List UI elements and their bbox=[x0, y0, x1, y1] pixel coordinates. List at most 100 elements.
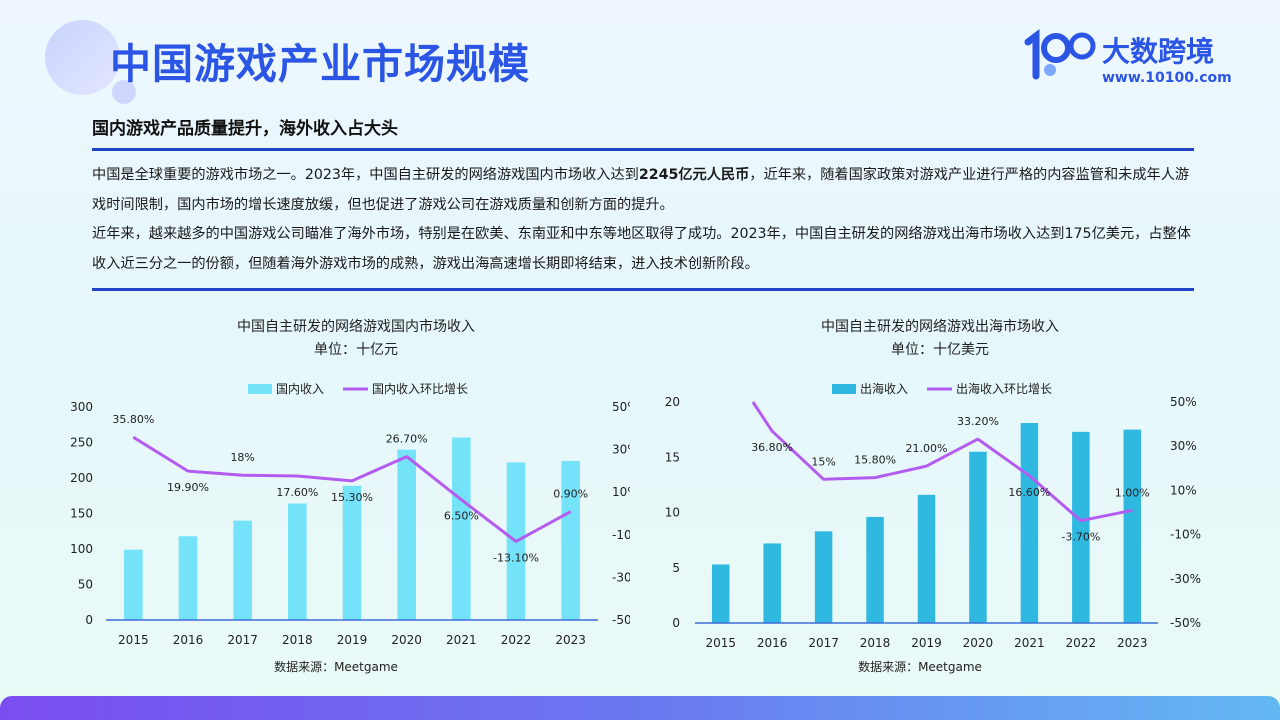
y2-tick-label: -10% bbox=[612, 528, 630, 542]
chart-source: 数据来源：Meetgame bbox=[858, 659, 982, 674]
y-tick-label: 0 bbox=[672, 616, 680, 630]
y-tick-label: 20 bbox=[665, 395, 680, 409]
y-tick-label: 50 bbox=[78, 578, 93, 592]
chart-unit: 单位：十亿美元 bbox=[891, 342, 989, 358]
bar bbox=[917, 494, 936, 623]
data-label: 17.60% bbox=[276, 486, 318, 499]
y-tick-label: 10 bbox=[665, 506, 680, 520]
y2-tick-label: 30% bbox=[612, 443, 630, 457]
data-label: -3.70% bbox=[1061, 531, 1100, 544]
legend-swatch-bar bbox=[248, 384, 272, 394]
page-title: 中国游戏产业市场规模 bbox=[110, 40, 530, 88]
bar bbox=[1123, 429, 1142, 623]
divider-top bbox=[92, 148, 1194, 151]
x-tick-label: 2019 bbox=[337, 633, 368, 647]
paragraph-1-start: 中国是全球重要的游戏市场之一。2023年，中国自主研发的网络游戏国内市场收入达到 bbox=[92, 167, 639, 183]
decorative-circle bbox=[45, 20, 120, 95]
x-tick-label: 2021 bbox=[1014, 636, 1045, 650]
body-text: 中国是全球重要的游戏市场之一。2023年，中国自主研发的网络游戏国内市场收入达到… bbox=[92, 161, 1202, 279]
y2-tick-label: -30% bbox=[612, 570, 630, 584]
y-tick-label: 150 bbox=[70, 507, 93, 521]
bar bbox=[288, 503, 307, 620]
bar bbox=[814, 531, 833, 623]
x-tick-label: 2016 bbox=[173, 633, 204, 647]
x-tick-label: 2021 bbox=[446, 633, 477, 647]
growth-line bbox=[132, 435, 572, 543]
y-tick-label: 300 bbox=[70, 400, 93, 414]
data-label: 6.50% bbox=[444, 510, 479, 523]
chart-title: 中国自主研发的网络游戏国内市场收入 bbox=[237, 318, 475, 335]
brand-logo[interactable]: 大数跨境 www.10100.com bbox=[1020, 28, 1250, 88]
bar bbox=[233, 520, 252, 620]
legend-label-line: 国内收入环比增长 bbox=[372, 382, 468, 396]
data-label: 35.80% bbox=[112, 413, 154, 426]
y-tick-label: 15 bbox=[665, 450, 680, 464]
data-label: 15% bbox=[811, 455, 835, 468]
bar bbox=[969, 451, 987, 623]
data-label: 0.90% bbox=[553, 488, 588, 501]
bar bbox=[561, 460, 580, 620]
y2-tick-label: 10% bbox=[612, 485, 630, 499]
bar bbox=[397, 449, 416, 620]
legend-label-line: 出海收入环比增长 bbox=[956, 381, 1052, 396]
y2-tick-label: -50% bbox=[612, 613, 630, 627]
footer-bar bbox=[0, 696, 1280, 720]
x-tick-label: 2018 bbox=[282, 633, 313, 647]
data-label: 1.00% bbox=[1115, 486, 1150, 499]
data-label: 19.90% bbox=[167, 481, 209, 494]
data-label: 16.60% bbox=[1008, 486, 1050, 499]
x-tick-label: 2016 bbox=[757, 636, 788, 650]
growth-line bbox=[751, 401, 1133, 523]
x-tick-label: 2020 bbox=[391, 633, 422, 647]
x-tick-label: 2023 bbox=[555, 633, 586, 647]
paragraph-1: 中国是全球重要的游戏市场之一。2023年，中国自主研发的网络游戏国内市场收入达到… bbox=[92, 161, 1202, 220]
paragraph-1-end: ，近年来，随着国家政策对游戏产业进行严格的内容监管和未成年人游戏时间限制，国内市… bbox=[92, 167, 1190, 213]
x-tick-label: 2015 bbox=[705, 636, 736, 650]
logo-mark-icon bbox=[1024, 29, 1096, 80]
y2-tick-label: 10% bbox=[1170, 483, 1197, 497]
y-tick-label: 5 bbox=[672, 561, 680, 575]
x-tick-label: 2017 bbox=[227, 633, 258, 647]
x-tick-label: 2020 bbox=[963, 636, 994, 650]
data-label: 15.30% bbox=[331, 491, 373, 504]
data-label: 33.20% bbox=[957, 415, 999, 428]
y2-tick-label: 50% bbox=[612, 400, 630, 414]
legend-swatch-bar bbox=[832, 384, 856, 394]
data-label: -13.10% bbox=[493, 551, 539, 564]
data-label: 18% bbox=[230, 451, 254, 464]
data-label: 36.80% bbox=[751, 441, 793, 454]
divider-bottom bbox=[92, 288, 1194, 291]
logo-url: www.10100.com bbox=[1102, 70, 1232, 86]
x-tick-label: 2022 bbox=[1066, 636, 1097, 650]
y2-tick-label: -30% bbox=[1170, 572, 1201, 586]
bar bbox=[452, 437, 471, 620]
paragraph-2: 近年来，越来越多的中国游戏公司瞄准了海外市场，特别是在欧美、东南亚和中东等地区取… bbox=[92, 226, 1191, 272]
y2-tick-label: 50% bbox=[1170, 395, 1197, 409]
bar bbox=[1020, 422, 1039, 623]
chart-title: 中国自主研发的网络游戏出海市场收入 bbox=[821, 318, 1059, 335]
chart-unit: 单位：十亿元 bbox=[314, 342, 398, 358]
y-tick-label: 200 bbox=[70, 471, 93, 485]
x-tick-label: 2018 bbox=[860, 636, 891, 650]
data-label: 15.80% bbox=[854, 454, 896, 467]
y-tick-label: 250 bbox=[70, 436, 93, 450]
y2-tick-label: 30% bbox=[1170, 439, 1197, 453]
bar bbox=[124, 549, 143, 620]
y-tick-label: 100 bbox=[70, 542, 93, 556]
bar bbox=[711, 564, 730, 623]
x-tick-label: 2019 bbox=[911, 636, 942, 650]
bar bbox=[1072, 431, 1090, 623]
y2-tick-label: -50% bbox=[1170, 616, 1201, 630]
chart-source: 数据来源：Meetgame bbox=[274, 659, 398, 674]
x-tick-label: 2017 bbox=[808, 636, 839, 650]
bar bbox=[763, 543, 781, 623]
decorative-circle-small bbox=[112, 80, 136, 104]
y-tick-label: 0 bbox=[85, 613, 93, 627]
x-tick-label: 2023 bbox=[1117, 636, 1148, 650]
data-label: 26.70% bbox=[386, 433, 428, 446]
bar bbox=[178, 536, 198, 620]
bar bbox=[342, 485, 362, 620]
legend-label-bar: 出海收入 bbox=[860, 381, 908, 396]
